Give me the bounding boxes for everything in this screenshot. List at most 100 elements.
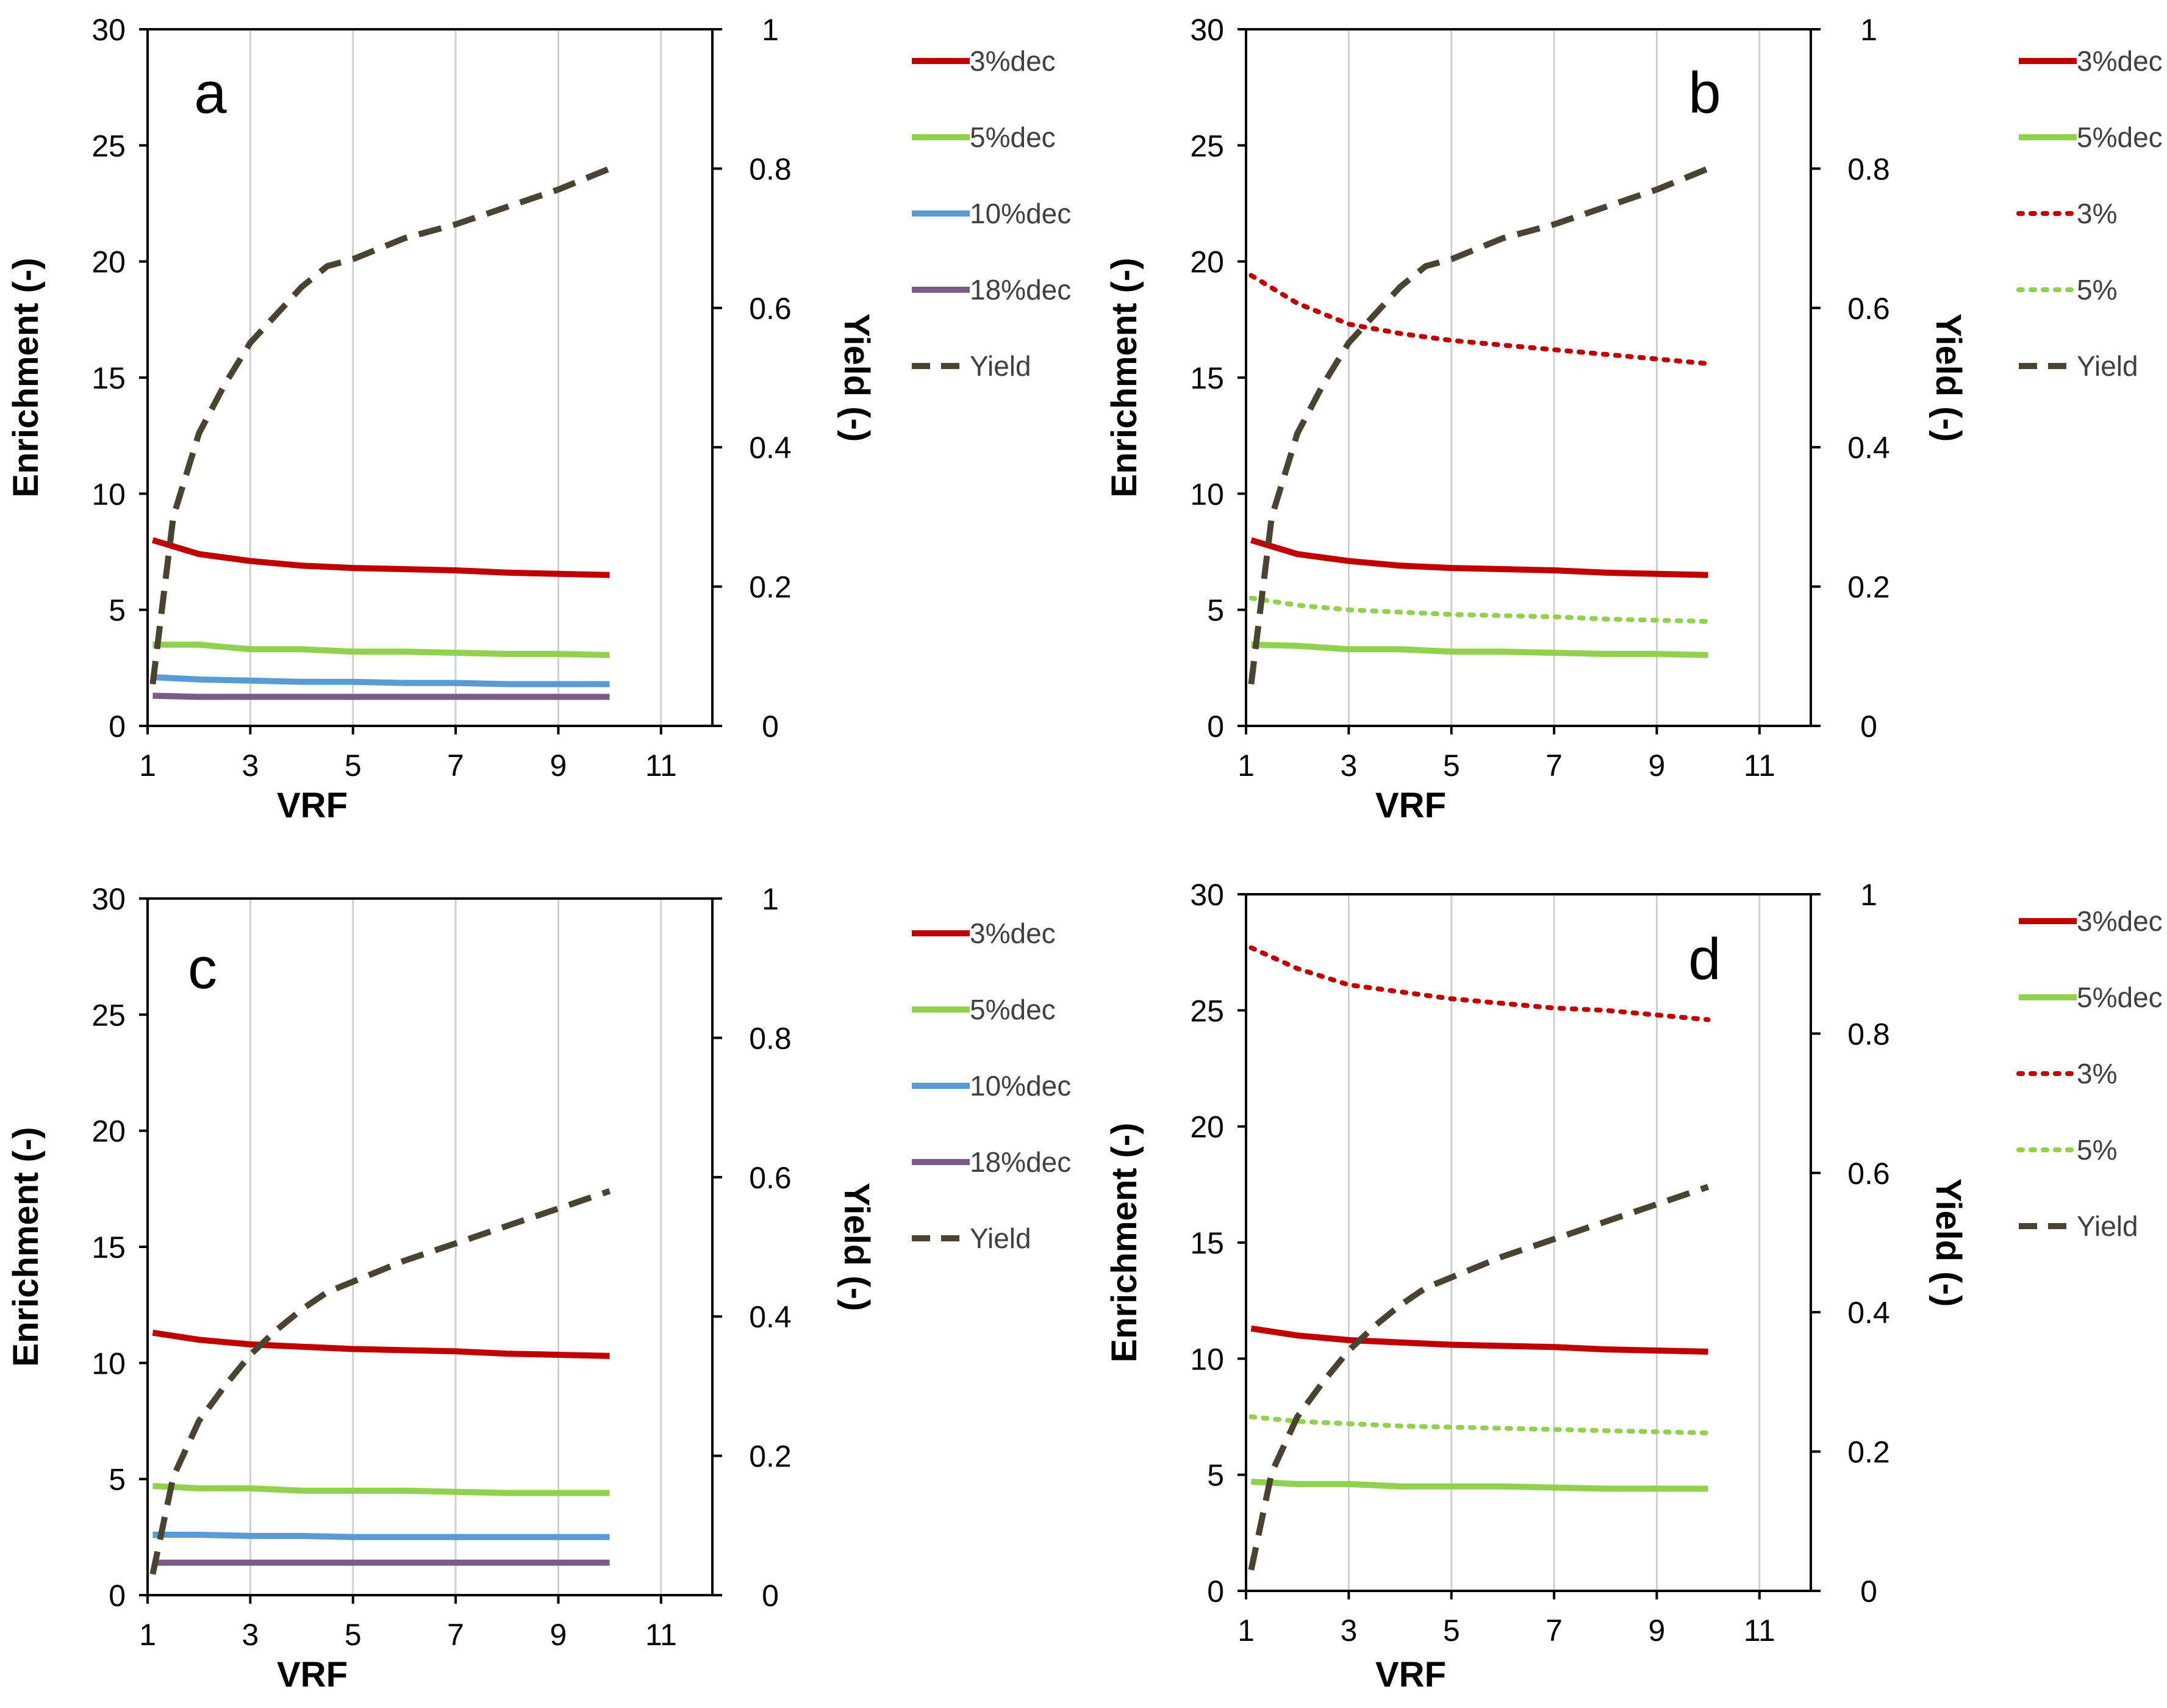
legend-label: Yield <box>2077 1210 2138 1242</box>
y-tick-label: 10 <box>91 1346 126 1380</box>
y-tick-label: 25 <box>91 129 126 163</box>
y-tick-label: 25 <box>91 998 126 1032</box>
y2-axis-title: Yield (-) <box>837 1183 876 1312</box>
y-tick-label: 0 <box>109 709 126 744</box>
legend-label: 5%dec <box>970 121 1056 153</box>
panel-letter: b <box>1688 60 1721 126</box>
x-tick-label: 1 <box>139 1618 156 1652</box>
panel-b: 1 3 5 7 9 11 0 5 10 15 20 25 30 0 0.2 0.4 0.6 0.8 1 VRF Enri… <box>1105 13 2163 825</box>
y-tick-label: 20 <box>91 1114 126 1149</box>
y2-tick-label: 0.8 <box>1847 152 1890 186</box>
y2-tick-label: 0.2 <box>1847 570 1890 605</box>
legend-label: 3% <box>2077 1058 2117 1089</box>
series-line-yield <box>1248 1183 1710 1571</box>
y2-tick-label: 0 <box>762 709 779 744</box>
series-line-3pct <box>1248 273 1711 367</box>
y-tick-label: 30 <box>1190 878 1224 912</box>
x-axis-title: VRF <box>1375 786 1446 825</box>
y-tick-label: 5 <box>1207 594 1224 628</box>
panel-c: 1 3 5 7 9 11 0 5 10 15 20 25 30 0 0.2 0.4 0.6 0.8 1 VRF Enri… <box>6 882 1071 1695</box>
x-tick-label: 5 <box>345 748 362 783</box>
series-line-yield <box>149 1188 611 1575</box>
y2-tick-label: 1 <box>762 882 779 916</box>
legend-label: Yield <box>970 350 1031 382</box>
legend-label: 5%dec <box>2077 121 2163 153</box>
y-tick-label: 15 <box>91 361 126 395</box>
legend-label: Yield <box>970 1222 1031 1254</box>
y-tick-label: 15 <box>91 1230 126 1265</box>
y-axis-title: Enrichment (-) <box>6 257 46 497</box>
y-axis-title: Enrichment (-) <box>1105 257 1144 497</box>
x-axis-title: VRF <box>1375 1655 1446 1695</box>
series-line-yield <box>1248 165 1710 685</box>
legend-label: 5% <box>2077 274 2117 306</box>
x-axis-title: VRF <box>277 786 348 825</box>
x-tick-label: 9 <box>550 748 567 783</box>
y-tick-label: 0 <box>109 1579 126 1613</box>
y-tick-label: 0 <box>1207 709 1224 744</box>
x-tick-label: 7 <box>447 1618 464 1652</box>
y-tick-label: 30 <box>91 882 126 916</box>
y2-tick-label: 0 <box>1860 1574 1877 1609</box>
legend-label: 10%dec <box>970 1070 1071 1102</box>
y-tick-label: 25 <box>1190 994 1224 1028</box>
panel-a: 1 3 5 7 9 11 0 5 10 15 20 25 30 0 0.2 0.4 0.6 0.8 1 VRF Enri… <box>6 13 1071 825</box>
x-tick-label: 1 <box>139 748 156 783</box>
y-tick-label: 5 <box>109 594 126 628</box>
x-tick-label: 5 <box>1443 1613 1460 1648</box>
x-tick-label: 5 <box>1443 748 1460 783</box>
x-tick-label: 7 <box>1546 1613 1563 1648</box>
x-tick-label: 11 <box>1744 748 1775 783</box>
y2-tick-label: 1 <box>762 13 779 47</box>
series-line-3pctdec <box>151 537 610 578</box>
series-line-10pctdec <box>152 674 610 687</box>
y2-tick-label: 0 <box>762 1579 779 1613</box>
legend-label: 5%dec <box>970 994 1056 1025</box>
x-tick-label: 9 <box>1649 1613 1666 1648</box>
panel-letter: a <box>194 60 227 126</box>
x-tick-label: 11 <box>1744 1613 1775 1648</box>
legend-label: 5% <box>2077 1134 2117 1166</box>
y2-tick-label: 0.2 <box>749 570 792 605</box>
x-axis-title: VRF <box>277 1655 348 1695</box>
series-line-3pctdec <box>1250 1325 1708 1355</box>
y2-tick-label: 0.4 <box>1847 431 1890 465</box>
x-tick-label: 11 <box>645 748 677 783</box>
series-line-10pctdec <box>152 1532 610 1540</box>
series-line-3pctdec <box>1250 537 1708 578</box>
y-tick-label: 20 <box>91 245 126 279</box>
x-tick-label: 1 <box>1238 748 1255 783</box>
legend-label: 3%dec <box>970 917 1056 949</box>
y-tick-label: 15 <box>1190 1226 1224 1260</box>
y-tick-label: 10 <box>1190 1342 1224 1376</box>
y-tick-label: 5 <box>1207 1459 1224 1493</box>
y2-tick-label: 1 <box>1860 878 1877 912</box>
legend-label: Yield <box>2077 350 2138 382</box>
series-line-5pctdec <box>152 1483 610 1496</box>
series-line-18pctdec <box>152 692 610 700</box>
y2-tick-label: 1 <box>1860 13 1877 47</box>
y-tick-label: 20 <box>1190 1110 1224 1144</box>
x-tick-label: 3 <box>242 748 259 783</box>
y2-tick-label: 0.6 <box>749 1161 792 1195</box>
y2-tick-label: 0.6 <box>749 292 792 326</box>
y2-tick-label: 0.6 <box>1847 1157 1890 1191</box>
y2-tick-label: 0.4 <box>1847 1296 1890 1330</box>
y-tick-label: 20 <box>1190 245 1224 279</box>
y-tick-label: 10 <box>1190 477 1224 511</box>
y-axis-title: Enrichment (-) <box>1105 1122 1144 1362</box>
series-line-5pctdec <box>152 641 610 658</box>
y2-tick-label: 0.8 <box>749 152 792 186</box>
y-tick-label: 25 <box>1190 129 1224 163</box>
y2-tick-label: 0.6 <box>1847 292 1890 326</box>
y-tick-label: 0 <box>1207 1574 1224 1609</box>
legend-label: 18%dec <box>970 274 1071 306</box>
panel-d: 1 3 5 7 9 11 0 5 10 15 20 25 30 0 0.2 0.4 0.6 0.8 1 VRF Enri… <box>1105 878 2163 1695</box>
x-tick-label: 5 <box>345 1618 362 1652</box>
series-line-yield <box>149 165 611 685</box>
y-tick-label: 10 <box>91 477 126 511</box>
legend-label: 5%dec <box>2077 981 2163 1013</box>
x-tick-label: 3 <box>242 1618 259 1652</box>
x-tick-label: 3 <box>1340 748 1357 783</box>
series-line-3pct <box>1248 945 1711 1022</box>
